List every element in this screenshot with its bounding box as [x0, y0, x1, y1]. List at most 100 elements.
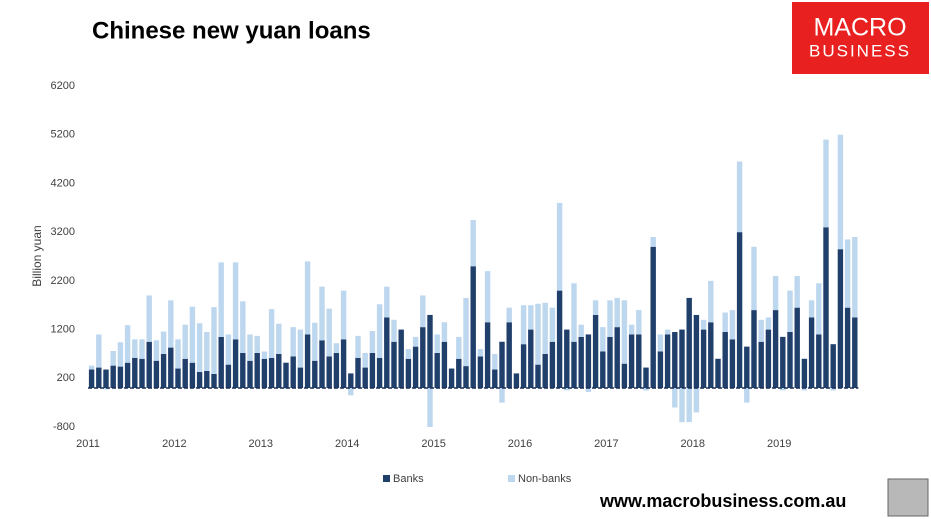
bar-segment	[441, 341, 448, 389]
bar-segment	[628, 334, 635, 389]
bar-segment	[297, 367, 304, 389]
bar-segment	[96, 367, 102, 389]
bar-segment	[636, 310, 642, 335]
bar-segment	[708, 280, 714, 323]
bar-segment	[398, 329, 404, 389]
bar-segment	[722, 332, 728, 389]
bar-segment	[211, 373, 217, 389]
bar-segment	[117, 366, 124, 389]
bar-segment	[218, 336, 224, 389]
bar-segment	[405, 358, 412, 389]
bar-segment	[463, 297, 469, 367]
x-tick-label: 2018	[681, 438, 705, 450]
bar-segment	[477, 356, 484, 389]
bar-segment	[564, 388, 570, 391]
bar-segment	[261, 351, 268, 359]
bar-segment	[434, 334, 440, 353]
bar-segment	[175, 368, 181, 389]
footer-url: www.macrobusiness.com.au	[599, 491, 846, 511]
bar-segment	[340, 339, 347, 389]
bar-segment	[333, 352, 340, 389]
bar-segment	[513, 373, 520, 389]
bar-segment	[391, 341, 397, 389]
bar-segment	[506, 322, 512, 389]
bar-segment	[290, 327, 296, 357]
bar-segment	[808, 317, 815, 389]
bar-segment	[528, 305, 534, 330]
bar-segment	[240, 352, 246, 389]
bar-segment	[124, 362, 131, 389]
bar-segment	[585, 334, 592, 389]
bar-segment	[672, 332, 678, 389]
bar-segment	[801, 358, 808, 389]
bar-segment	[427, 314, 433, 389]
bar-segment	[132, 339, 138, 358]
wolf-icon	[887, 478, 929, 517]
y-tick-label: 1200	[51, 323, 75, 335]
bar-segment	[830, 388, 836, 391]
bar-segment	[556, 202, 563, 291]
x-tick-label: 2016	[508, 438, 532, 450]
bar-segment	[621, 363, 628, 389]
bar-segment	[326, 356, 332, 389]
bar-segment	[751, 246, 757, 311]
bar-segment	[340, 290, 347, 340]
bar-segment	[535, 364, 541, 389]
bar-segment	[153, 340, 160, 361]
bar-segment	[614, 327, 620, 389]
bar-segment	[744, 388, 750, 403]
bar-segment	[355, 335, 361, 358]
logo-top: MACRO	[813, 14, 906, 42]
bar-segment	[672, 388, 678, 408]
bar-segment	[88, 369, 95, 389]
bar-segment	[614, 297, 620, 328]
bar-segment	[348, 373, 354, 389]
bar-segment	[232, 339, 239, 389]
y-tick-label: 4200	[51, 177, 75, 189]
y-tick-label: -800	[53, 421, 75, 433]
bar-segment	[412, 346, 419, 389]
bar-segment	[607, 336, 613, 389]
bar-segment	[196, 323, 203, 372]
bar-segment	[297, 329, 304, 368]
x-tick-label: 2013	[249, 438, 273, 450]
bar-segment	[686, 388, 692, 423]
bar-segment	[391, 319, 397, 342]
bar-segment	[484, 322, 491, 389]
bar-segment	[801, 388, 808, 391]
y-axis-label: Billion yuan	[30, 225, 44, 286]
bar-segment	[535, 303, 541, 365]
bar-segment	[837, 249, 844, 389]
bar-segment	[844, 307, 851, 389]
bar-segment	[693, 388, 700, 413]
bar-segment	[808, 300, 815, 318]
bar-segment	[715, 358, 721, 389]
bar-segment	[456, 336, 462, 359]
bar-segment	[484, 271, 491, 323]
legend-label: Banks	[393, 473, 424, 485]
bar-segment	[506, 307, 512, 323]
bar-segment	[837, 134, 844, 250]
y-tick-label: 2200	[51, 275, 75, 287]
bar-segment	[729, 310, 736, 340]
bar-segment	[160, 353, 167, 389]
x-tick-label: 2017	[594, 438, 618, 450]
bar-segment	[657, 334, 664, 352]
bar-segment	[333, 343, 340, 353]
bar-segment	[348, 388, 354, 396]
bar-segment	[319, 340, 325, 389]
bar-segment	[751, 310, 757, 389]
bar-segment	[362, 367, 368, 389]
bar-segment	[520, 344, 527, 389]
bar-segment	[765, 317, 772, 330]
logo-box	[792, 2, 929, 74]
bar-segment	[225, 364, 232, 389]
bar-segment	[103, 369, 109, 389]
bar-segment	[276, 353, 282, 389]
bar-segment	[758, 341, 764, 389]
bar-segment	[765, 329, 772, 389]
bar-segment	[470, 219, 476, 267]
bar-segment	[736, 161, 743, 233]
bar-segment	[787, 332, 793, 389]
